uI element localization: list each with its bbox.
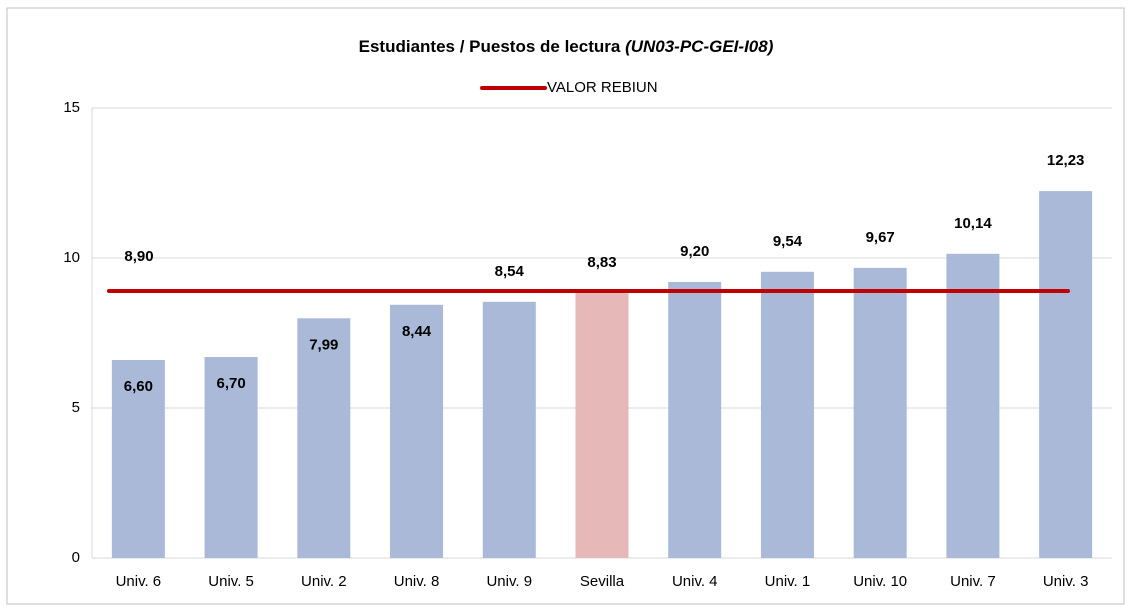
y-tick-label: 0 xyxy=(72,549,80,566)
bar xyxy=(668,282,722,558)
bar xyxy=(390,304,444,558)
bar xyxy=(204,357,258,558)
data-label: 8,44 xyxy=(402,323,432,340)
data-label: 7,99 xyxy=(309,336,338,353)
legend-label: VALOR REBIUN xyxy=(547,79,658,96)
title-code: (UN03-PC-GEI-I08) xyxy=(625,37,774,56)
data-label: 10,14 xyxy=(954,215,992,232)
data-label: 6,60 xyxy=(124,378,153,395)
y-tick-label: 5 xyxy=(72,399,80,416)
data-label: 9,67 xyxy=(866,229,895,246)
bar xyxy=(297,318,351,558)
bar xyxy=(760,271,814,558)
bar xyxy=(946,253,1000,559)
data-label: 9,54 xyxy=(773,233,803,250)
data-label: 9,20 xyxy=(680,243,709,260)
x-tick-label: Univ. 6 xyxy=(116,573,162,590)
x-tick-label: Univ. 7 xyxy=(950,573,996,590)
x-tick-label: Univ. 1 xyxy=(765,573,811,590)
bar xyxy=(853,267,907,558)
x-tick-label: Univ. 9 xyxy=(486,573,532,590)
x-tick-label: Univ. 2 xyxy=(301,573,347,590)
x-tick-label: Univ. 3 xyxy=(1043,573,1089,590)
y-tick-label: 10 xyxy=(63,249,80,266)
x-tick-label: Univ. 10 xyxy=(853,573,907,590)
reference-label: 8,90 xyxy=(124,248,153,265)
chart-title: Estudiantes / Puestos de lectura (UN03-P… xyxy=(359,37,774,56)
data-label: 12,23 xyxy=(1047,152,1085,169)
data-label: 8,54 xyxy=(495,263,525,280)
title-main: Estudiantes / Puestos de lectura xyxy=(359,37,621,56)
chart-border xyxy=(6,7,1125,605)
data-label: 8,83 xyxy=(587,254,616,271)
bar xyxy=(482,301,536,558)
x-tick-label: Univ. 4 xyxy=(672,573,718,590)
data-label: 6,70 xyxy=(216,375,245,392)
bar xyxy=(575,293,629,558)
bar xyxy=(1039,191,1093,558)
bar xyxy=(111,360,165,558)
x-tick-label: Univ. 5 xyxy=(208,573,254,590)
x-tick-label: Sevilla xyxy=(580,573,625,590)
x-tick-label: Univ. 8 xyxy=(394,573,440,590)
y-tick-label: 15 xyxy=(63,99,80,116)
